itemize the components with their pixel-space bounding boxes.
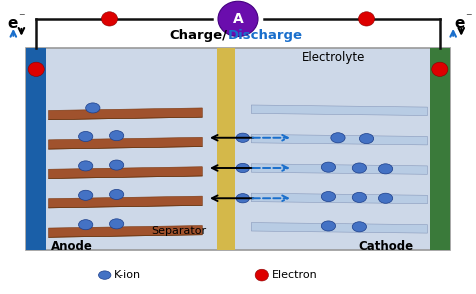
- Ellipse shape: [79, 131, 93, 141]
- Circle shape: [218, 1, 258, 36]
- Circle shape: [432, 62, 448, 76]
- Ellipse shape: [236, 133, 249, 142]
- Bar: [26, 48, 46, 250]
- Polygon shape: [251, 223, 427, 233]
- Ellipse shape: [352, 222, 367, 232]
- Ellipse shape: [79, 161, 93, 171]
- Ellipse shape: [86, 103, 100, 113]
- Ellipse shape: [236, 194, 249, 203]
- Ellipse shape: [331, 133, 345, 143]
- Polygon shape: [49, 225, 202, 237]
- Polygon shape: [251, 134, 427, 145]
- Text: A: A: [233, 12, 243, 26]
- Ellipse shape: [352, 192, 367, 203]
- Text: Separator: Separator: [151, 226, 206, 236]
- Ellipse shape: [359, 133, 374, 144]
- Bar: [430, 48, 450, 250]
- Ellipse shape: [109, 189, 124, 200]
- Ellipse shape: [236, 163, 249, 173]
- Text: Electrolyte: Electrolyte: [301, 51, 365, 64]
- Ellipse shape: [321, 191, 336, 202]
- Bar: [26, 48, 450, 250]
- Circle shape: [358, 12, 375, 26]
- Ellipse shape: [321, 221, 336, 231]
- Bar: [217, 48, 235, 250]
- Ellipse shape: [79, 220, 93, 230]
- Text: Cathode: Cathode: [358, 240, 413, 253]
- Polygon shape: [49, 137, 202, 149]
- Polygon shape: [251, 105, 427, 116]
- Circle shape: [101, 12, 118, 26]
- Ellipse shape: [352, 163, 367, 173]
- Ellipse shape: [378, 193, 393, 203]
- Ellipse shape: [378, 164, 393, 174]
- Text: ⁻: ⁻: [18, 11, 25, 25]
- Text: K-ion: K-ion: [114, 270, 141, 280]
- Circle shape: [28, 62, 44, 76]
- Ellipse shape: [99, 271, 111, 279]
- Text: e: e: [7, 16, 18, 31]
- Text: ⁻: ⁻: [466, 11, 472, 25]
- Polygon shape: [251, 164, 427, 174]
- Ellipse shape: [109, 160, 124, 170]
- Text: Electron: Electron: [272, 270, 318, 280]
- Polygon shape: [251, 193, 427, 204]
- Text: Charge/: Charge/: [169, 29, 228, 42]
- Ellipse shape: [109, 219, 124, 229]
- Circle shape: [255, 269, 268, 281]
- Ellipse shape: [79, 190, 93, 200]
- Polygon shape: [49, 196, 202, 208]
- Polygon shape: [49, 167, 202, 178]
- Polygon shape: [49, 108, 202, 120]
- Text: Anode: Anode: [50, 240, 92, 253]
- Ellipse shape: [109, 131, 124, 141]
- Ellipse shape: [321, 162, 336, 172]
- Text: e: e: [455, 16, 465, 31]
- Text: Discharge: Discharge: [228, 29, 303, 42]
